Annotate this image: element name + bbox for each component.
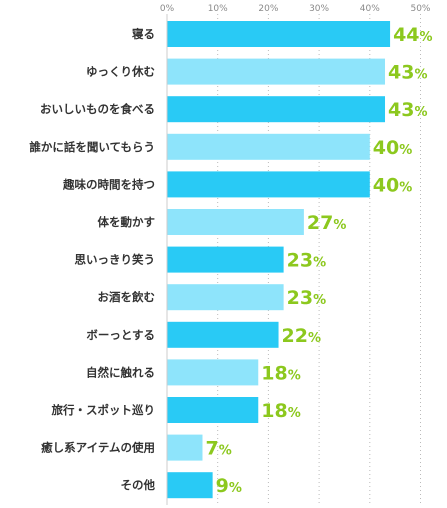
value-label: 43%: [388, 62, 427, 84]
category-label: お酒を飲む: [98, 290, 156, 304]
category-label: 体を動かす: [98, 215, 156, 229]
value-label: 18%: [261, 362, 300, 384]
bar: [167, 321, 279, 348]
value-label: 9%: [216, 475, 242, 497]
bar: [167, 21, 391, 47]
value-label: 7%: [205, 438, 231, 460]
value-labels: 44% 43% 43% 40% 40% 27% 23% 23% 22% 18% 18% 7% 9%: [205, 24, 432, 497]
value-label: 40%: [373, 174, 412, 196]
value-label: 23%: [287, 250, 326, 272]
grid-lines: [166, 14, 421, 505]
bar: [167, 209, 304, 235]
bar: [167, 397, 259, 423]
value-label: 18%: [261, 400, 300, 422]
category-label: 癒し系アイテムの使用: [41, 441, 155, 455]
x-tick-label: 30%: [309, 4, 329, 14]
value-label: 40%: [373, 137, 412, 159]
x-tick-label: 0%: [160, 4, 175, 14]
x-axis-ticks: 0% 10% 20% 30% 40% 50%: [160, 4, 431, 14]
x-tick-label: 40%: [360, 4, 380, 14]
value-label: 22%: [282, 325, 321, 347]
bar: [167, 96, 386, 123]
x-tick-label: 50%: [410, 4, 430, 14]
category-labels: 寝るゆっくり休むおいしいものを食べる誰かに話を聞いてもらう趣味の時間を持つ体を動…: [29, 27, 155, 492]
value-label: 27%: [307, 212, 346, 234]
x-tick-label: 20%: [258, 4, 278, 14]
bars: [167, 21, 391, 499]
category-label: 旅行・スポット巡り: [52, 403, 156, 417]
bar: [167, 246, 284, 273]
category-label: 趣味の時間を持つ: [62, 177, 155, 191]
category-label: その他: [121, 478, 156, 492]
bar: [167, 284, 284, 311]
category-label: おいしいものを食べる: [40, 102, 155, 116]
value-label: 43%: [388, 99, 427, 121]
x-tick-label: 10%: [208, 4, 228, 14]
category-label: 自然に触れる: [86, 365, 155, 379]
category-label: ゆっくり休む: [86, 65, 155, 79]
category-label: 寝る: [132, 27, 155, 41]
bar: [167, 58, 386, 85]
category-label: 誰かに話を聞いてもらう: [29, 140, 155, 154]
value-label: 23%: [287, 287, 326, 309]
bar: [167, 359, 259, 386]
bar: [167, 434, 203, 461]
bar: [167, 171, 370, 198]
bar: [167, 472, 213, 499]
value-label: 44%: [393, 24, 432, 46]
category-label: 思いっきり笑う: [75, 253, 156, 267]
category-label: ボーっとする: [86, 328, 155, 342]
bar: [167, 133, 370, 160]
